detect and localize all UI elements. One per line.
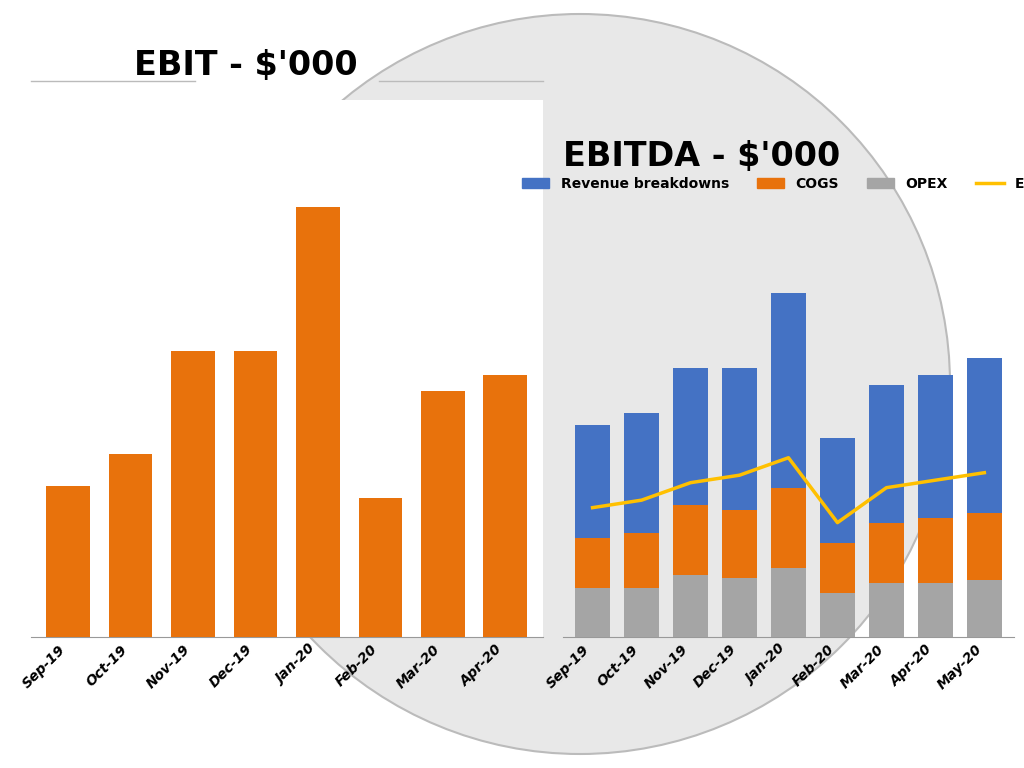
Bar <box>968 358 1001 513</box>
Bar <box>109 454 153 637</box>
Bar <box>968 580 1001 637</box>
Bar <box>919 518 952 582</box>
Bar <box>771 293 806 488</box>
Bar <box>171 351 215 637</box>
EBITDA <box>684 478 696 488</box>
Bar <box>869 582 903 637</box>
Legend: Revenue breakdowns, COGS, OPEX, EBITDA: Revenue breakdowns, COGS, OPEX, EBITDA <box>516 171 1024 197</box>
Bar <box>674 505 708 575</box>
Bar <box>771 568 806 637</box>
Title: EBIT - $'000: EBIT - $'000 <box>134 49 357 82</box>
EBITDA <box>881 483 893 492</box>
EBITDA <box>782 453 795 462</box>
Bar <box>296 207 340 637</box>
Bar <box>575 588 609 637</box>
Ellipse shape <box>210 14 950 754</box>
EBITDA <box>929 475 941 485</box>
Bar <box>968 513 1001 580</box>
EBITDA <box>587 503 599 512</box>
Bar <box>869 386 903 522</box>
Bar <box>575 538 609 588</box>
EBITDA <box>636 495 648 505</box>
EBITDA <box>831 518 844 527</box>
Bar <box>820 438 855 542</box>
Bar <box>919 582 952 637</box>
Bar <box>820 542 855 593</box>
Bar <box>625 413 658 533</box>
Bar <box>575 425 609 538</box>
Bar <box>674 575 708 637</box>
EBITDA <box>978 468 990 477</box>
Bar <box>46 486 90 637</box>
Bar <box>771 488 806 568</box>
Bar <box>421 391 465 637</box>
Text: EBITDA - $'000: EBITDA - $'000 <box>563 140 841 173</box>
EBITDA <box>733 471 745 480</box>
Bar <box>674 368 708 505</box>
Bar <box>358 498 402 637</box>
Bar <box>820 593 855 637</box>
Bar <box>625 588 658 637</box>
Bar <box>722 510 757 578</box>
Bar <box>483 375 527 637</box>
Bar <box>233 351 278 637</box>
Line: EBITDA: EBITDA <box>593 458 984 522</box>
Bar <box>869 522 903 582</box>
Bar <box>722 368 757 510</box>
Bar <box>625 533 658 588</box>
Bar <box>919 376 952 518</box>
Bar <box>722 578 757 637</box>
